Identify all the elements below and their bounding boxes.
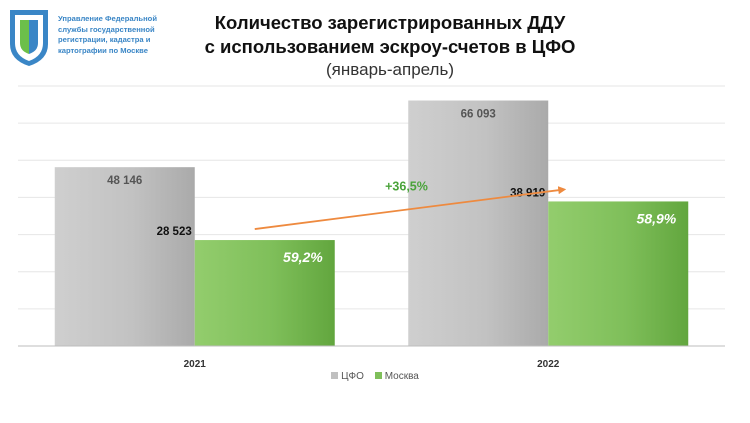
share-label-moscow: 59,2% <box>283 249 323 265</box>
org-name-line: регистрации, кадастра и <box>58 35 151 45</box>
x-tick-label: 2022 <box>537 359 560 370</box>
legend-label-moscow: Москва <box>384 371 419 382</box>
logo: Управление Федеральной службы государств… <box>6 6 196 72</box>
emblem-icon <box>10 10 48 66</box>
bar-cfo-2022 <box>408 100 549 346</box>
org-name: Управление Федеральной службы государств… <box>58 14 198 56</box>
data-label-cfo: 66 093 <box>461 109 496 121</box>
legend-swatch-moscow <box>374 372 382 379</box>
bar-moscow-2022 <box>548 201 689 346</box>
bar-cfo-2021 <box>54 167 195 346</box>
chart-title: Количество зарегистрированных ДДУ с испо… <box>190 11 590 59</box>
org-name-line: Управление Федеральной <box>58 14 157 23</box>
chart-subtitle: (январь-апрель) <box>326 60 454 79</box>
chart-title-line-1: Количество зарегистрированных ДДУ <box>214 12 566 33</box>
x-tick-label: 2021 <box>184 359 207 370</box>
org-name-line: картографии по Москве <box>58 45 148 55</box>
growth-label: +36,5% <box>385 179 428 193</box>
data-label-moscow: 28 523 <box>157 226 192 238</box>
bar-moscow-2021 <box>194 240 335 346</box>
chart-legend: ЦФО Москва <box>0 371 750 382</box>
data-label-cfo: 48 146 <box>107 175 142 187</box>
share-label-moscow: 58,9% <box>637 210 677 226</box>
legend-item-moscow: Москва <box>374 371 419 382</box>
legend-swatch-cfo <box>331 372 339 379</box>
org-name-line: службы государственной <box>58 24 155 34</box>
legend-item-cfo: ЦФО <box>331 371 364 382</box>
growth-arrow <box>254 186 567 230</box>
legend-label-cfo: ЦФО <box>341 371 364 382</box>
chart-title-line-2: с использованием эскроу-счетов в ЦФО <box>204 36 576 57</box>
